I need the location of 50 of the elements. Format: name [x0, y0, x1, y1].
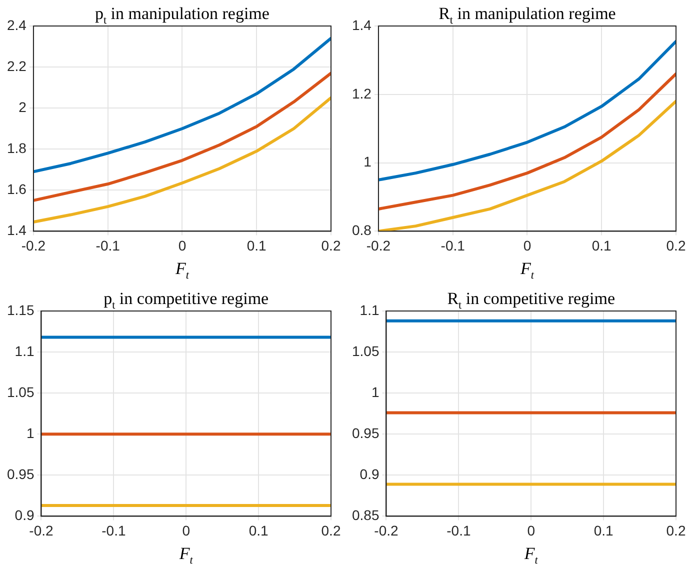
y-tick-label: 0.95 [352, 424, 380, 441]
chart-title: p$_{t}$ in manipulation regime [94, 4, 270, 26]
y-tick-label: 0.9 [14, 507, 34, 524]
x-tick-label: -0.2 [29, 522, 54, 538]
x-axis-title: F$_{t}$ [524, 544, 538, 566]
y-tick-label: 1.1 [14, 342, 34, 359]
y-tick-label: 1.6 [6, 181, 27, 198]
x-tick-label: -0.1 [96, 237, 120, 254]
x-tick-label: 0.2 [666, 522, 686, 538]
y-tick-label: 1.15 [7, 302, 34, 318]
y-tick-label: 1.4 [352, 16, 372, 33]
y-tick-label: 0.95 [7, 466, 34, 482]
x-tick-label: -0.2 [21, 237, 46, 254]
y-tick-label: 1.05 [352, 342, 380, 359]
x-tick-label: -0.1 [102, 522, 126, 538]
y-tick-label: 1.2 [352, 85, 372, 102]
y-tick-label: 1 [371, 384, 380, 400]
y-tick-label: 1 [26, 424, 34, 441]
chart-title: R$_{t}$ in manipulation regime [438, 4, 616, 26]
x-tick-label: 0 [527, 522, 536, 538]
x-axis-title: F$_{t}$ [175, 259, 189, 282]
y-tick-label: 1.1 [360, 302, 380, 318]
y-tick-label: 2.2 [6, 58, 27, 74]
x-tick-label: 0.1 [594, 522, 614, 538]
x-tick-label: 0 [523, 237, 532, 254]
y-tick-label: 1.4 [6, 222, 27, 238]
x-tick-label: 0.2 [321, 237, 341, 254]
y-tick-label: 2 [18, 98, 27, 115]
y-tick-label: 2.4 [6, 16, 27, 33]
x-tick-label: -0.1 [440, 237, 466, 254]
x-tick-label: 0.2 [321, 522, 341, 538]
x-tick-label: 0.1 [248, 522, 269, 538]
chart-title: R$_{t}$ in competitive regime [447, 289, 616, 312]
x-tick-label: 0 [182, 522, 190, 538]
x-tick-label: 0.1 [246, 237, 267, 254]
y-tick-label: 0.85 [352, 507, 380, 524]
y-tick-label: 0.8 [352, 222, 372, 238]
x-tick-label: 0.1 [592, 237, 612, 254]
y-tick-label: 0.9 [360, 466, 380, 482]
x-tick-label: -0.2 [374, 522, 399, 538]
y-tick-label: 1.8 [6, 140, 27, 156]
chart-title: p$_{t}$ in competitive regime [104, 289, 269, 312]
x-tick-label: 0 [178, 237, 186, 254]
x-tick-label: -0.2 [366, 237, 391, 254]
x-tick-label: -0.1 [446, 522, 471, 538]
x-tick-label: 0.2 [666, 237, 686, 254]
x-axis-title: F$_{t}$ [179, 544, 193, 566]
x-axis-title: F$_{t}$ [520, 259, 534, 282]
y-tick-label: 1 [364, 154, 372, 170]
y-tick-label: 1.05 [7, 384, 34, 400]
